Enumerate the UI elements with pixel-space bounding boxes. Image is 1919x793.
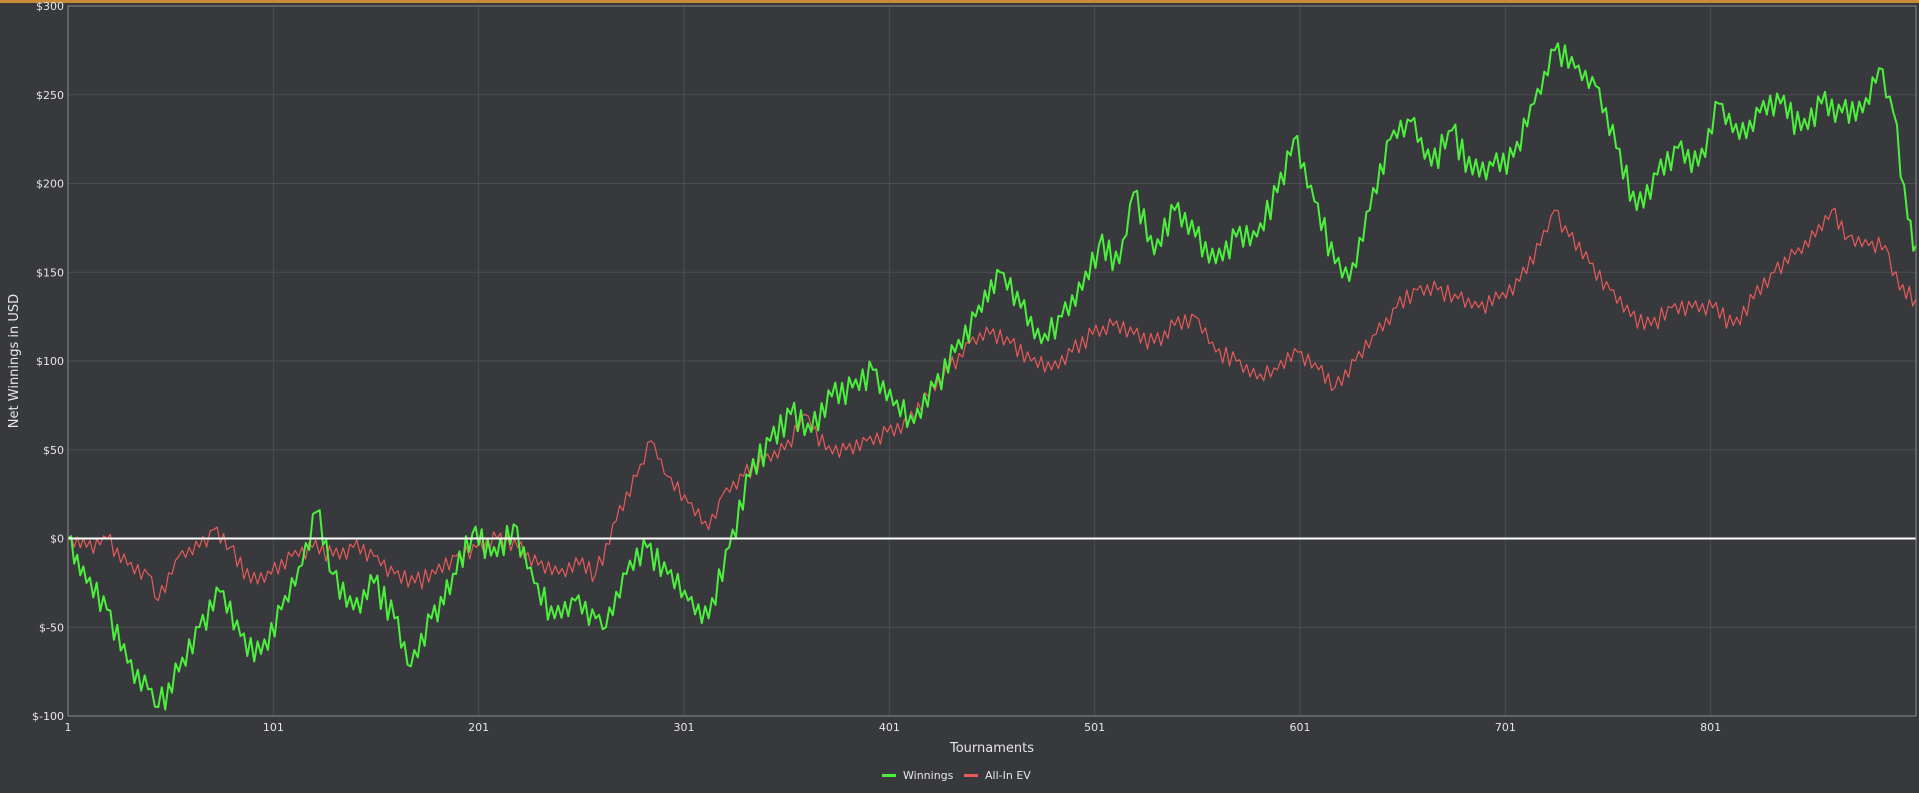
y-axis-title: Net Winnings in USD bbox=[7, 294, 22, 428]
series-line-winnings bbox=[67, 42, 1917, 711]
y-tick-label: $250 bbox=[36, 89, 64, 102]
x-axis-ticks: 1 101 201 301 401 501 601 701 801 bbox=[65, 721, 1722, 734]
y-tick-label: $0 bbox=[50, 533, 64, 546]
y-axis-ticks: $-100 $-50 $0 $50 $100 $150 $200 $250 $300 bbox=[32, 0, 64, 723]
y-tick-label: $50 bbox=[43, 444, 64, 457]
x-tick-label: 601 bbox=[1290, 721, 1311, 734]
legend-label: All-In EV bbox=[985, 769, 1031, 782]
x-tick-label: 701 bbox=[1495, 721, 1516, 734]
x-tick-label: 401 bbox=[879, 721, 900, 734]
x-tick-label: 101 bbox=[263, 721, 284, 734]
x-tick-label: 201 bbox=[468, 721, 489, 734]
y-tick-label: $-50 bbox=[39, 621, 64, 634]
legend: Winnings All-In EV bbox=[882, 769, 1031, 782]
legend-label: Winnings bbox=[903, 769, 954, 782]
x-tick-label: 1 bbox=[65, 721, 72, 734]
y-tick-label: $150 bbox=[36, 266, 64, 279]
y-tick-label: $300 bbox=[36, 0, 64, 13]
y-tick-label: $-100 bbox=[32, 710, 64, 723]
x-tick-label: 301 bbox=[674, 721, 695, 734]
plot-frame bbox=[67, 5, 1917, 717]
y-tick-label: $200 bbox=[36, 178, 64, 191]
x-tick-label: 501 bbox=[1084, 721, 1105, 734]
y-tick-label: $100 bbox=[36, 355, 64, 368]
top-accent-bar bbox=[0, 0, 1919, 3]
legend-item: Winnings bbox=[882, 769, 954, 782]
series-lines bbox=[67, 42, 1917, 711]
legend-item: All-In EV bbox=[964, 769, 1031, 782]
x-tick-label: 801 bbox=[1700, 721, 1721, 734]
legend-swatch bbox=[964, 774, 978, 777]
x-axis-title: Tournaments bbox=[949, 741, 1034, 756]
legend-swatch bbox=[882, 774, 896, 777]
series-line-all-in-ev bbox=[67, 207, 1917, 602]
